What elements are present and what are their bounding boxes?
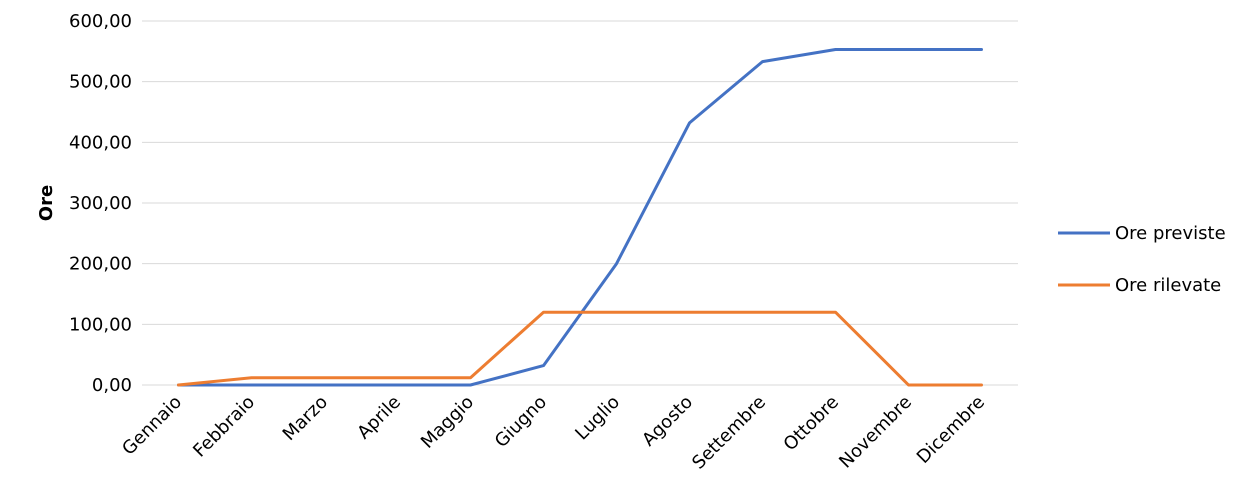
x-tick-label: Luglio — [571, 392, 624, 445]
legend: Ore previste Ore rilevate — [1058, 223, 1226, 296]
x-tick-label: Novembre — [835, 392, 916, 473]
series-line-2 — [177, 310, 983, 387]
x-tick-label: Gennaio — [118, 392, 186, 460]
y-axis-ticks: 0,00 100,00 200,00 300,00 400,00 500,00 600,00 — [69, 11, 132, 396]
y-tick-label: 400,00 — [69, 132, 132, 153]
x-tick-label: Agosto — [638, 392, 697, 451]
y-tick-label: 500,00 — [69, 72, 132, 93]
series-lines — [177, 48, 983, 387]
x-tick-label: Settembre — [688, 392, 770, 474]
y-tick-label: 100,00 — [69, 314, 132, 335]
y-tick-label: 300,00 — [69, 193, 132, 214]
legend-label: Ore rilevate — [1115, 275, 1221, 296]
y-tick-label: 200,00 — [69, 254, 132, 275]
x-tick-label: Aprile — [353, 392, 405, 444]
x-axis-ticks: Gennaio Febbraio Marzo Aprile Maggio Giugno Lu… — [118, 392, 989, 474]
series-line-1 — [177, 48, 983, 387]
x-tick-label: Dicembre — [913, 392, 989, 468]
x-tick-label: Giugno — [491, 392, 551, 452]
grid-lines — [142, 20, 1018, 386]
y-tick-label: 600,00 — [69, 11, 132, 32]
x-tick-label: Marzo — [279, 392, 332, 445]
y-tick-label: 0,00 — [92, 375, 132, 396]
x-tick-label: Febbraio — [189, 392, 259, 462]
y-axis-title: Ore — [36, 185, 57, 221]
x-tick-label: Ottobre — [780, 392, 844, 456]
legend-label: Ore previste — [1115, 223, 1226, 244]
x-tick-label: Maggio — [417, 392, 478, 453]
